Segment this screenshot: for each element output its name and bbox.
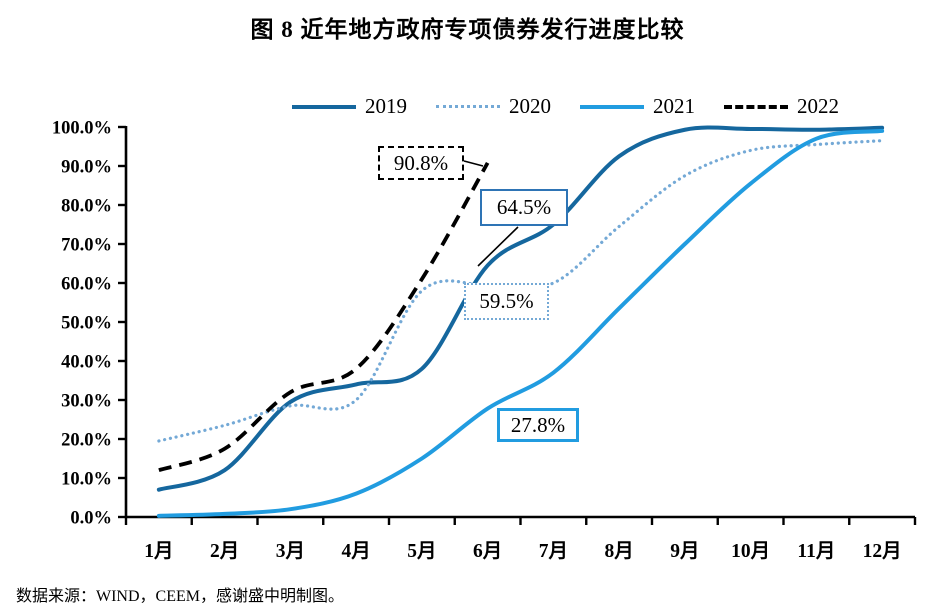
svg-text:6月: 6月 [473, 541, 502, 562]
legend-item-2022: 2022 [724, 94, 839, 119]
annotation-2022-value: 90.8% [378, 146, 464, 180]
legend-line-sample-2021 [580, 104, 644, 109]
chart-title: 图 8 近年地方政府专项债券发行进度比较 [250, 17, 685, 42]
legend-line-sample-2022 [724, 104, 788, 109]
svg-text:4月: 4月 [341, 541, 370, 562]
svg-text:100.0%: 100.0% [52, 119, 112, 139]
svg-text:9月: 9月 [670, 541, 699, 562]
svg-text:70.0%: 70.0% [61, 236, 112, 256]
svg-text:10月: 10月 [731, 541, 770, 562]
legend-label-2022: 2022 [797, 94, 839, 118]
svg-text:8月: 8月 [604, 541, 633, 562]
annotation-2021-value: 27.8% [497, 408, 579, 442]
svg-text:11月: 11月 [797, 541, 835, 562]
legend-item-2020: 2020 [436, 94, 551, 119]
chart-legend: 2019 2020 2021 2022 [292, 94, 839, 119]
svg-text:40.0%: 40.0% [61, 353, 112, 373]
annotation-2019-value: 64.5% [480, 189, 568, 226]
svg-text:12月: 12月 [863, 541, 902, 562]
legend-label-2020: 2020 [509, 94, 551, 118]
annotation-2020-value: 59.5% [464, 283, 549, 320]
svg-text:90.0%: 90.0% [61, 158, 112, 178]
legend-label-2019: 2019 [365, 94, 407, 118]
svg-text:7月: 7月 [539, 541, 568, 562]
svg-text:60.0%: 60.0% [61, 275, 112, 295]
svg-text:1月: 1月 [144, 541, 173, 562]
legend-item-2019: 2019 [292, 94, 407, 119]
legend-line-sample-2019 [292, 104, 356, 109]
svg-text:3月: 3月 [276, 541, 305, 562]
svg-text:0.0%: 0.0% [70, 509, 112, 529]
legend-line-sample-2020 [436, 105, 500, 108]
svg-text:30.0%: 30.0% [61, 392, 112, 412]
svg-text:2月: 2月 [210, 541, 239, 562]
svg-text:20.0%: 20.0% [61, 431, 112, 451]
svg-text:50.0%: 50.0% [61, 314, 112, 334]
legend-label-2021: 2021 [653, 94, 695, 118]
source-note: 数据来源：WIND，CEEM，感谢盛中明制图。 [16, 588, 344, 605]
svg-text:10.0%: 10.0% [61, 470, 112, 490]
svg-text:5月: 5月 [407, 541, 436, 562]
legend-item-2021: 2021 [580, 94, 695, 119]
svg-text:80.0%: 80.0% [61, 197, 112, 217]
